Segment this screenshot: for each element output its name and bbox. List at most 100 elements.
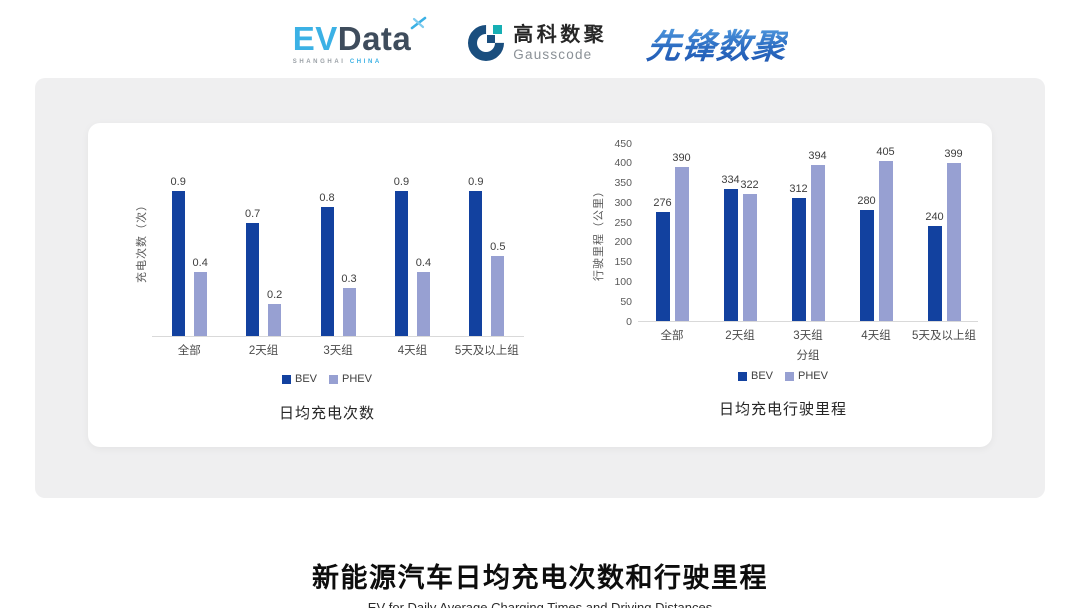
data-label: 394 [808, 150, 827, 162]
data-label: 0.5 [490, 241, 506, 253]
y-tick-label: 150 [614, 256, 632, 269]
legend-item-phev: PHEV [785, 370, 828, 382]
data-label: 0.7 [244, 208, 261, 220]
category-label: 全部 [660, 330, 684, 342]
y-tick-label: 100 [614, 275, 632, 288]
chart-caption: 日均充电次数 [278, 405, 375, 422]
gausscode-navy-square [487, 35, 496, 43]
category-label: 2天组 [725, 330, 755, 342]
evdata-ev-text: EV [292, 19, 338, 57]
data-label: 334 [721, 174, 740, 186]
bar-bev: 0.9 [171, 176, 186, 336]
legend-swatch [282, 374, 291, 384]
bar-bev: 312 [789, 183, 808, 321]
gausscode-cn-name: 高科数聚 [513, 24, 608, 46]
category-label: 3天组 [323, 345, 353, 357]
evdata-shanghai-text: SHANGHAI [292, 58, 346, 65]
y-tick-label: 0 [626, 315, 632, 328]
legend-label: PHEV [342, 373, 372, 385]
chart-daily-charging-times: 充电次数（次） 0.9 0.4 0.7 0.2 0.8 0.3 0.9 0.4 0.9 0.5 全部 2… [130, 144, 524, 447]
data-label: 240 [925, 211, 944, 223]
category-label: 5天及以上组 [912, 330, 976, 342]
legend-swatch [329, 374, 339, 384]
category-labels: 全部 2天组 3天组 4天组 5天及以上组 [638, 327, 978, 343]
category-label: 4天组 [397, 345, 428, 357]
data-label: 0.3 [341, 273, 357, 285]
gausscode-teal-square [493, 25, 503, 34]
bar-phev: 0.3 [341, 273, 357, 336]
bar-group: 280 405 [842, 146, 910, 321]
page-subtitle: EV for Daily Average Charging Times and … [367, 600, 713, 608]
legend-label: BEV [751, 370, 774, 382]
gausscode-en-name: Gausscode [513, 47, 593, 62]
gausscode-ring-shape [460, 17, 512, 69]
y-axis-ticks: 0 50 100 150 200 250 300 350 400 450 [608, 138, 638, 326]
bar-group: 0.9 0.5 [450, 176, 524, 336]
data-label: 276 [653, 197, 672, 209]
x-axis-label: 分组 [796, 350, 820, 362]
data-label: 0.4 [192, 257, 208, 269]
xianfeng-logo: 先锋数聚 [645, 19, 790, 68]
y-axis-label: 行驶里程（公里） [593, 185, 605, 281]
y-tick-label: 200 [614, 236, 632, 249]
footer: 新能源汽车日均充电次数和行驶里程 EV for Daily Average Ch… [0, 556, 1080, 608]
content-panel: 充电次数（次） 0.9 0.4 0.7 0.2 0.8 0.3 0.9 0.4 0.9 0.5 全部 2… [35, 78, 1045, 498]
chart-caption: 日均充电行驶里程 [718, 401, 847, 418]
y-axis-label-wrap: 行驶里程（公里） [588, 144, 608, 322]
y-tick-label: 300 [614, 196, 632, 209]
bar-group: 0.8 0.3 [301, 192, 375, 336]
legend-label: BEV [295, 373, 318, 385]
bar-bev: 334 [721, 174, 740, 321]
bar-group: 0.9 0.4 [375, 176, 449, 336]
bar-group: 0.7 0.2 [226, 208, 300, 336]
bar-phev: 0.5 [490, 241, 505, 336]
y-tick-label: 400 [614, 157, 632, 170]
chart-daily-driving-distance: 行驶里程（公里） 0 50 100 150 200 250 300 350 400 450 276 39… [588, 138, 978, 447]
legend: BEV PHEV [588, 370, 978, 382]
bar-bev: 240 [925, 211, 944, 321]
bar-phev: 0.4 [416, 257, 431, 336]
legend-item-bev: BEV [282, 373, 317, 385]
y-tick-label: 250 [614, 216, 632, 229]
plot-area: 0.9 0.4 0.7 0.2 0.8 0.3 0.9 0.4 0.9 0.5 [152, 144, 524, 337]
bar-bev: 0.7 [245, 208, 260, 336]
bar-group: 334 322 [706, 174, 774, 321]
legend-label: PHEV [798, 370, 828, 382]
gausscode-text: 高科数聚 Gausscode [513, 24, 607, 62]
data-label: 312 [789, 183, 808, 195]
charts-card: 充电次数（次） 0.9 0.4 0.7 0.2 0.8 0.3 0.9 0.4 0.9 0.5 全部 2… [88, 123, 992, 447]
category-labels: 全部 2天组 3天组 4天组 5天及以上组 [152, 342, 524, 358]
chart-body: 行驶里程（公里） 0 50 100 150 200 250 300 350 400 450 276 39… [588, 138, 978, 327]
evdata-subtext: SHANGHAI CHINA [293, 59, 429, 65]
legend-item-phev: PHEV [329, 373, 372, 385]
y-tick-label: 350 [614, 177, 632, 190]
legend-swatch [785, 371, 795, 381]
bar-bev: 0.9 [394, 176, 409, 336]
chart-body: 充电次数（次） 0.9 0.4 0.7 0.2 0.8 0.3 0.9 0.4 0.9 0.5 [130, 144, 524, 337]
bar-phev: 394 [808, 150, 827, 321]
plot-area: 276 390 334 322 312 394 280 405 240 399 [638, 144, 978, 322]
bar-bev: 0.9 [468, 176, 483, 336]
data-label: 322 [740, 179, 759, 191]
data-label: 0.8 [319, 192, 335, 204]
bar-phev: 0.2 [267, 289, 282, 336]
bar-group: 276 390 [638, 152, 706, 321]
category-label: 2天组 [248, 345, 279, 357]
evdata-logo: EV Data SHANGHAI CHINA [292, 16, 429, 65]
legend-swatch [738, 371, 747, 381]
y-tick-label: 50 [620, 295, 632, 308]
evdata-wordmark: EV Data [292, 16, 429, 57]
data-label: 0.9 [393, 176, 410, 188]
gausscode-logo: 高科数聚 Gausscode [460, 17, 607, 69]
bar-phev: 405 [876, 146, 895, 321]
bar-bev: 276 [653, 197, 672, 321]
bar-bev: 280 [857, 195, 876, 321]
y-axis-label: 充电次数（次） [136, 198, 148, 283]
bar-group: 0.9 0.4 [152, 176, 226, 336]
bar-phev: 390 [672, 152, 691, 321]
evdata-data-text: Data [337, 19, 412, 57]
category-label: 3天组 [793, 330, 823, 342]
category-label: 5天及以上组 [454, 345, 519, 357]
page-title: 新能源汽车日均充电次数和行驶里程 [312, 563, 768, 593]
